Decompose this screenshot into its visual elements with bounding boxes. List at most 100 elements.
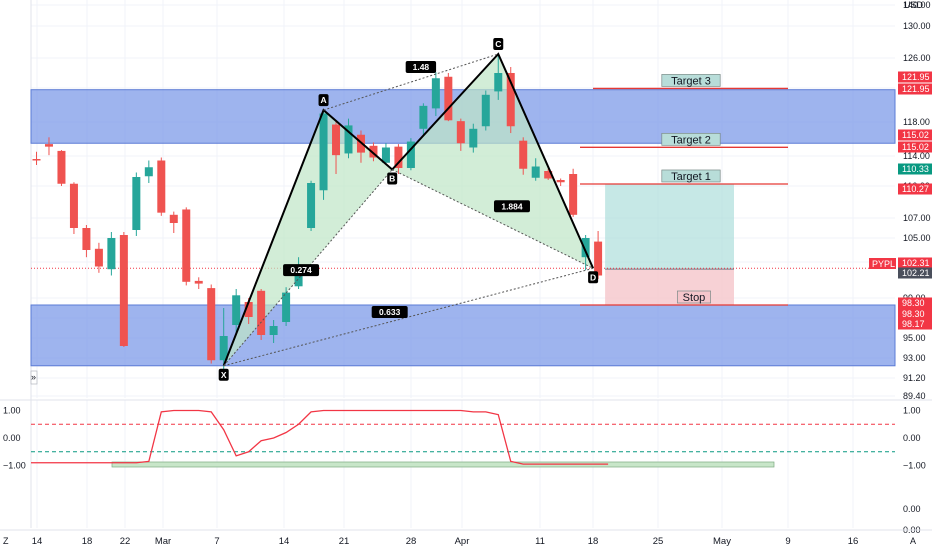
collapse-icon xyxy=(30,370,38,385)
time-tick: 9 xyxy=(785,536,790,547)
time-tick: 14 xyxy=(279,536,290,547)
price-tick: 89.40 xyxy=(903,391,926,401)
ratio-badge[interactable] xyxy=(371,306,408,318)
candle-body xyxy=(269,326,278,335)
price-tag-text: 121.95 xyxy=(902,72,930,82)
pattern-fill xyxy=(223,54,594,366)
candle-body xyxy=(419,105,428,129)
target-label: Stop xyxy=(683,292,706,304)
candle-body xyxy=(506,73,515,127)
candle-body xyxy=(481,94,490,127)
price-tag-text: 102.31 xyxy=(902,258,930,268)
price-tag-text: 98.30 xyxy=(902,309,925,319)
time-tick: May xyxy=(713,536,731,547)
pattern-point-b[interactable] xyxy=(387,172,398,185)
target-label-box xyxy=(661,132,721,146)
candle-body xyxy=(307,183,316,228)
candle-body xyxy=(82,228,91,250)
price-tag-text: 110.27 xyxy=(902,184,929,194)
pattern-point-label: B xyxy=(389,174,395,184)
pattern-point-c[interactable] xyxy=(493,38,504,50)
candle-body xyxy=(369,145,378,158)
grid xyxy=(30,0,895,528)
ratio-label: 0.274 xyxy=(290,265,312,275)
pattern-point-x[interactable] xyxy=(218,368,229,381)
ratio-badge[interactable] xyxy=(493,200,530,213)
target-lines[interactable]: Target 3 Target 2 Target 1 Stop xyxy=(580,74,788,306)
candle-body xyxy=(544,171,553,179)
loss-zone[interactable] xyxy=(605,269,734,305)
candle-body xyxy=(119,235,128,346)
price-tag xyxy=(898,129,932,141)
candle-body xyxy=(319,113,328,191)
indicator-tick-left: −1.00 xyxy=(3,461,26,471)
price-tag xyxy=(898,83,932,95)
target-label: Target 3 xyxy=(671,75,711,87)
candle-body xyxy=(57,150,66,184)
price-tag xyxy=(898,183,932,195)
price-tick: 91.20 xyxy=(903,373,926,383)
indicator-tick-right: 0.00 xyxy=(903,433,921,443)
ratio-badge[interactable] xyxy=(283,264,320,277)
candle-body xyxy=(157,160,166,213)
candle-body xyxy=(182,209,191,282)
indicator-tick-right: 0.00 xyxy=(903,504,921,514)
pattern-point-label: A xyxy=(320,95,326,105)
candle-body xyxy=(107,238,116,270)
price-tick: 105.00 xyxy=(903,233,931,243)
price-tick: 118.00 xyxy=(903,117,930,127)
price-tag-text: 115.02 xyxy=(902,142,929,152)
candle-body xyxy=(219,336,228,361)
time-axis[interactable]: 14 18 22 Mar 7 14 21 28 Apr 11 18 25 May 9 16 xyxy=(0,529,932,547)
target-label-box xyxy=(661,74,721,87)
candle-body xyxy=(169,214,178,223)
target-label: Target 2 xyxy=(671,134,711,146)
candle-body xyxy=(519,140,528,169)
price-tick: 114.00 xyxy=(903,151,930,161)
price-tick: 126.00 xyxy=(903,53,931,63)
price-tag xyxy=(898,141,932,153)
candle-body xyxy=(207,288,216,361)
candle-body xyxy=(257,290,266,335)
pattern-point-d[interactable] xyxy=(588,271,599,284)
price-tag xyxy=(898,163,932,175)
price-tag xyxy=(898,257,932,269)
price-tag-text: 102.21 xyxy=(902,268,930,278)
candle-body xyxy=(44,144,53,147)
currency-label: USD xyxy=(904,0,924,10)
harmonic-pattern[interactable]: X A B C D 0.274 1.48 1.884 0.633 xyxy=(218,38,599,381)
price-tag xyxy=(898,318,932,330)
price-tag-text: 98.17 xyxy=(902,319,925,329)
price-tick: 107.00 xyxy=(903,213,931,223)
time-tick: 18 xyxy=(588,536,599,547)
candle-body xyxy=(244,302,253,317)
price-axis[interactable]: USD89.4091.2093.0095.0097.0099.00103.001… xyxy=(869,0,932,550)
candles xyxy=(32,54,603,370)
pattern-point-a[interactable] xyxy=(318,94,329,107)
indicator-line[interactable] xyxy=(31,409,609,465)
candle-body xyxy=(444,76,453,121)
bcd-triangle xyxy=(392,54,594,269)
pattern-point-label: D xyxy=(590,272,596,282)
ratio-badge[interactable] xyxy=(405,61,437,73)
candle-body xyxy=(132,177,141,230)
candle-body xyxy=(494,73,503,92)
price-tag-text: 98.30 xyxy=(902,298,925,308)
symbol-tag-text: PYPL xyxy=(872,259,895,269)
indicator-pane[interactable]: 1.001.000.000.00−1.00−1.000.000.00 xyxy=(0,399,932,535)
time-tick: 25 xyxy=(653,536,664,547)
ui-icons: Z » A xyxy=(3,370,916,546)
price-tick: 140.00 xyxy=(903,0,931,10)
indicator-tick-left: 0.00 xyxy=(3,433,21,443)
profit-zone[interactable] xyxy=(605,183,734,270)
price-tick: 95.00 xyxy=(903,333,926,343)
price-tag-text: 110.33 xyxy=(902,164,929,174)
supply-demand-zone[interactable] xyxy=(30,304,896,367)
price-tag xyxy=(898,267,932,279)
price-tick: 93.00 xyxy=(903,353,926,363)
candle-body xyxy=(381,147,390,163)
price-tag xyxy=(898,308,932,320)
position-tool[interactable] xyxy=(31,183,895,305)
candle-body xyxy=(32,159,41,161)
